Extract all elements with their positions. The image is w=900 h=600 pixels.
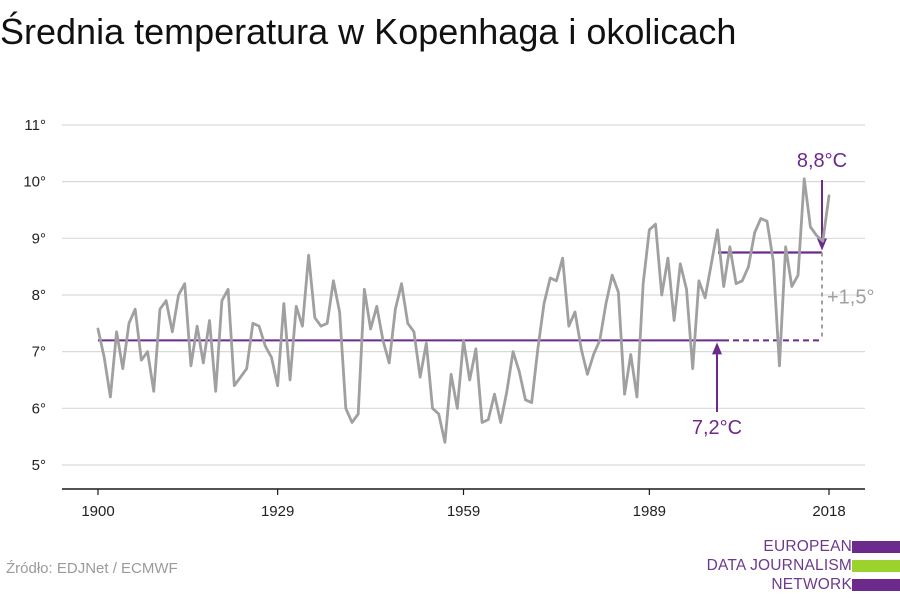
baseline-arrow-head: [712, 342, 722, 355]
x-tick-label-2018: 2018: [812, 503, 845, 520]
data-points: [97, 178, 830, 444]
logo-bar-purple-top: [852, 541, 900, 553]
source-note: Źródło: EDJNet / ECMWF: [6, 560, 178, 577]
logo-text: EUROPEAN DATA JOURNALISM NETWORK: [707, 537, 852, 594]
x-tick-label-1929: 1929: [261, 503, 294, 520]
x-tick-label-1900: 1900: [81, 503, 114, 520]
logo-bar-purple-bottom: [852, 579, 900, 591]
annotation-labels: 7,2°C 8,8°C +1,5°: [692, 150, 875, 439]
y-tick-label-5: 5°: [32, 457, 46, 474]
annotations: [98, 180, 827, 412]
logo-line-3: NETWORK: [771, 576, 852, 593]
delta-label: +1,5°: [827, 286, 874, 308]
baseline-label: 7,2°C: [692, 417, 742, 439]
y-tick-label-10: 10°: [23, 174, 46, 191]
y-tick-label-7: 7°: [32, 344, 46, 361]
logo-bar-green: [852, 560, 900, 572]
x-tick-label-1959: 1959: [447, 503, 480, 520]
y-tick-label-6: 6°: [32, 400, 46, 417]
y-tick-label-8: 8°: [32, 287, 46, 304]
x-tick-label-1989: 1989: [633, 503, 666, 520]
y-tick-label-9: 9°: [32, 230, 46, 247]
y-axis-ticks: 5° 6° 7° 8° 9° 10° 11°: [23, 117, 46, 474]
logo-line-2: DATA JOURNALISM: [706, 557, 852, 574]
chart-title: Średnia temperatura w Kopenhaga i okolic…: [0, 11, 737, 52]
temperature-series-line: [96, 177, 831, 444]
edjnet-logo: EUROPEAN DATA JOURNALISM NETWORK: [707, 537, 900, 595]
x-axis-ticks: 1900 1929 1959 1989 2018: [81, 489, 846, 520]
y-tick-label-11: 11°: [24, 117, 46, 134]
logo-line-1: EUROPEAN: [763, 538, 852, 555]
recent-arrow-head: [817, 238, 827, 251]
grid-lines: [62, 124, 865, 466]
recent-label: 8,8°C: [797, 150, 847, 172]
